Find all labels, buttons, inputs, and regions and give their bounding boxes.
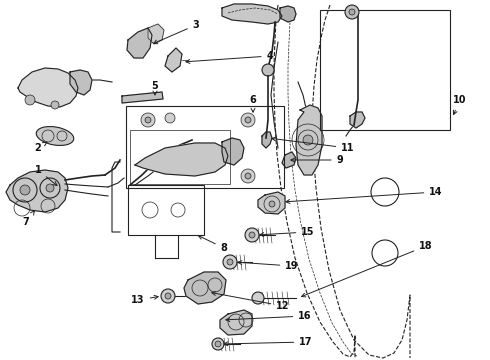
Polygon shape — [222, 138, 244, 165]
Text: 7: 7 — [23, 211, 34, 227]
Polygon shape — [148, 24, 164, 44]
Text: 16: 16 — [226, 311, 312, 321]
Polygon shape — [296, 105, 322, 175]
Circle shape — [227, 259, 233, 265]
Polygon shape — [6, 170, 68, 212]
Polygon shape — [282, 152, 296, 168]
Circle shape — [249, 232, 255, 238]
Circle shape — [252, 292, 264, 304]
Circle shape — [165, 113, 175, 123]
Circle shape — [165, 293, 171, 299]
Circle shape — [241, 113, 255, 127]
Text: 3: 3 — [153, 20, 199, 44]
Text: 6: 6 — [249, 95, 256, 112]
Ellipse shape — [36, 127, 74, 145]
Text: 2: 2 — [35, 142, 47, 153]
Circle shape — [245, 173, 251, 179]
Circle shape — [303, 135, 313, 145]
Polygon shape — [350, 112, 365, 128]
Polygon shape — [258, 192, 285, 214]
Circle shape — [241, 169, 255, 183]
Text: 5: 5 — [151, 81, 158, 95]
Text: 4: 4 — [186, 51, 273, 63]
Circle shape — [212, 338, 224, 350]
Text: 13: 13 — [131, 295, 158, 305]
Circle shape — [245, 117, 251, 123]
Circle shape — [223, 255, 237, 269]
Circle shape — [145, 117, 151, 123]
Polygon shape — [262, 132, 272, 148]
Polygon shape — [220, 310, 252, 335]
Text: 19: 19 — [238, 261, 299, 271]
Circle shape — [141, 113, 155, 127]
Text: 8: 8 — [198, 236, 227, 253]
Text: 15: 15 — [260, 227, 315, 237]
Polygon shape — [122, 92, 163, 103]
Text: 17: 17 — [224, 337, 313, 347]
Circle shape — [51, 101, 59, 109]
Bar — [320, 10, 450, 130]
Polygon shape — [280, 6, 296, 22]
Circle shape — [349, 9, 355, 15]
Text: 18: 18 — [301, 241, 433, 297]
Text: 1: 1 — [35, 165, 57, 185]
Polygon shape — [127, 28, 152, 58]
Polygon shape — [222, 4, 282, 24]
Text: 12: 12 — [212, 292, 290, 311]
Polygon shape — [184, 272, 226, 304]
Circle shape — [269, 201, 275, 207]
Polygon shape — [70, 70, 92, 95]
Circle shape — [161, 289, 175, 303]
Text: 10: 10 — [453, 95, 467, 114]
Text: 9: 9 — [291, 155, 343, 165]
Circle shape — [245, 228, 259, 242]
Polygon shape — [18, 68, 78, 107]
Circle shape — [215, 341, 221, 347]
Bar — [130, 130, 230, 184]
Circle shape — [262, 64, 274, 76]
Circle shape — [25, 95, 35, 105]
Bar — [128, 185, 204, 235]
Text: 11: 11 — [272, 137, 355, 153]
Circle shape — [345, 5, 359, 19]
Text: 14: 14 — [286, 187, 443, 203]
Circle shape — [46, 184, 54, 192]
Circle shape — [20, 185, 30, 195]
Polygon shape — [165, 48, 182, 72]
Polygon shape — [135, 143, 228, 176]
Bar — [126, 106, 284, 188]
